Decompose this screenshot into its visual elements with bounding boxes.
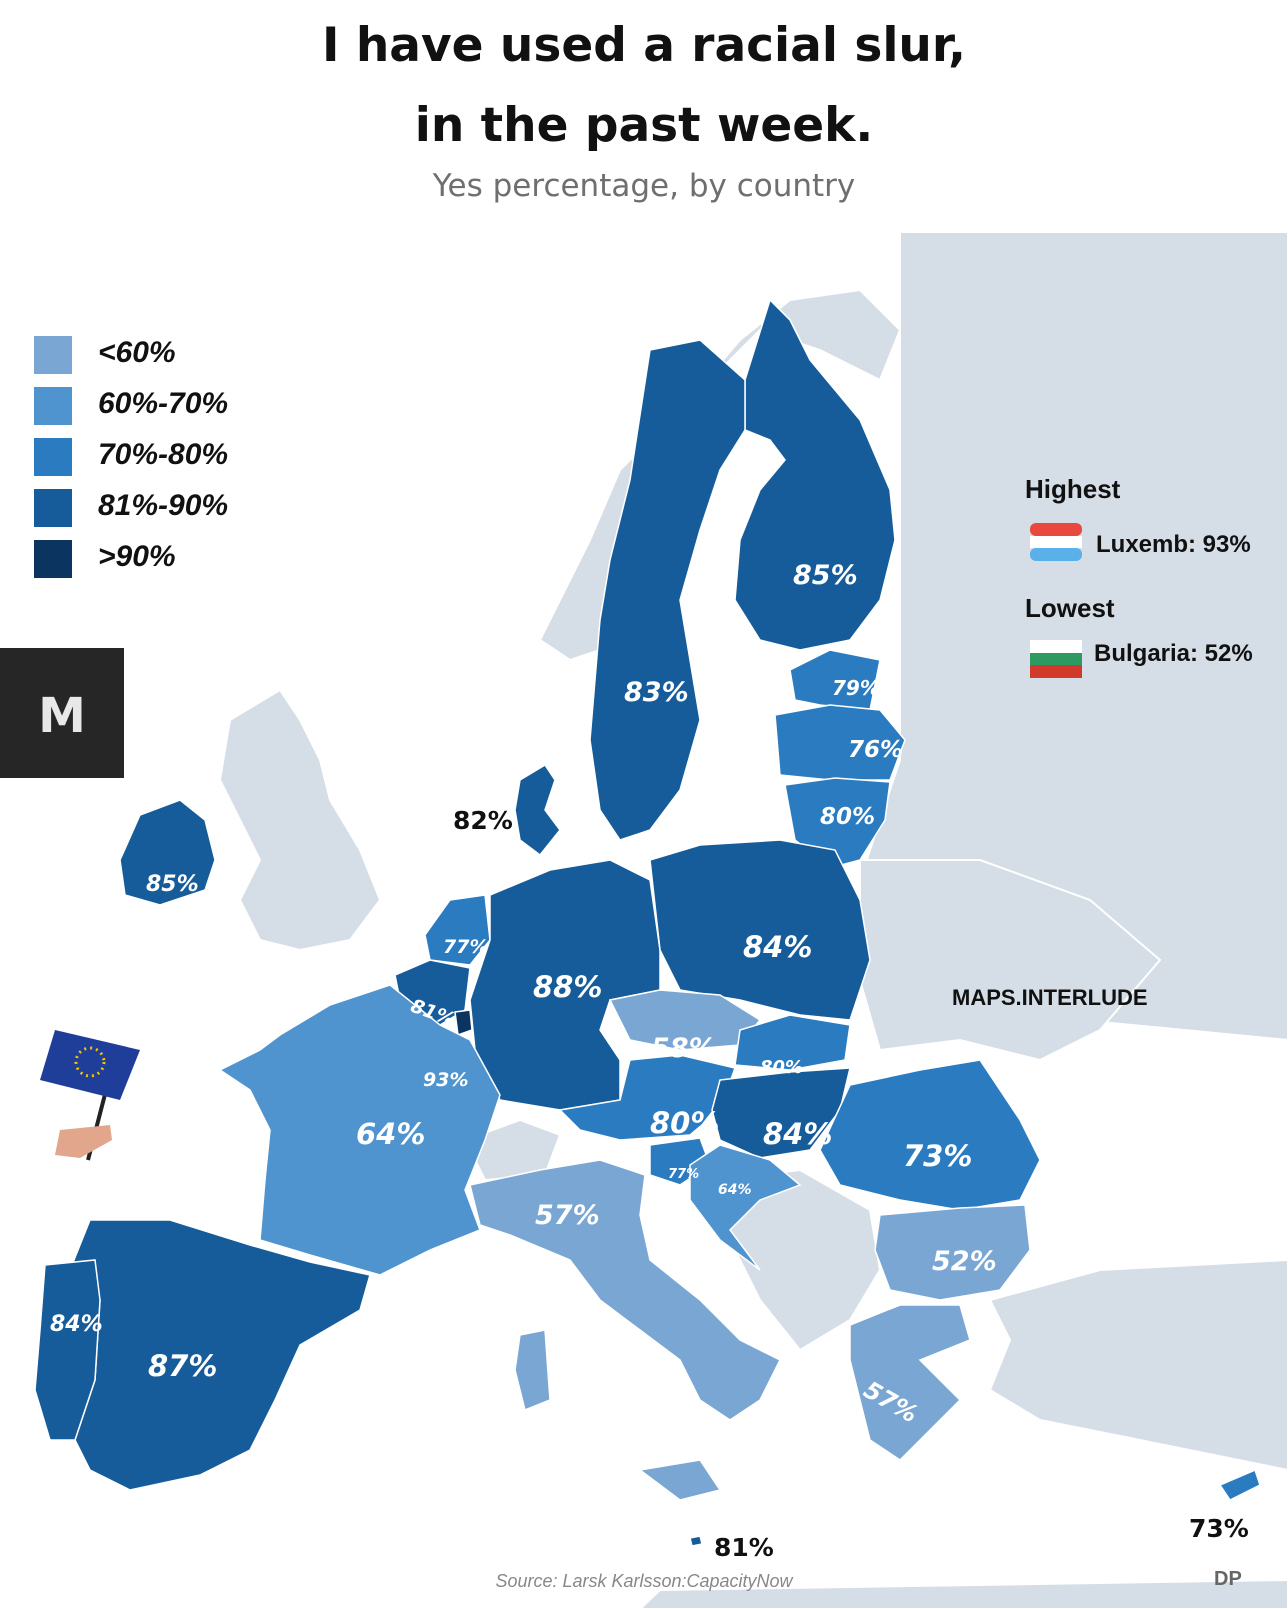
country-poland — [649, 839, 871, 1021]
label-slovakia: 80% — [760, 1057, 804, 1078]
label-estonia: 79% — [832, 676, 880, 700]
legend-swatch — [34, 387, 72, 425]
legend-label: 70%-80% — [98, 438, 229, 471]
bulgaria-flag-icon — [1030, 640, 1082, 678]
land-switzerland — [463, 1118, 562, 1182]
legend-label: >90% — [98, 540, 176, 573]
legend-label: 60%-70% — [98, 387, 229, 420]
country-portugal-mainland — [34, 1259, 101, 1441]
legend-label: 81%-90% — [98, 489, 229, 522]
title-line-1: I have used a racial slur, — [321, 18, 967, 73]
label-denmark: 82% — [453, 806, 513, 835]
label-ireland: 85% — [146, 872, 199, 897]
legend-item: >90% — [34, 540, 294, 580]
highest-value: Luxemb: 93% — [1096, 531, 1251, 558]
label-latvia: 76% — [848, 737, 904, 763]
label-slovenia: 77% — [668, 1167, 700, 1182]
country-cyprus — [1218, 1468, 1261, 1501]
country-finland — [734, 298, 896, 651]
country-spain — [69, 1219, 371, 1491]
country-greece — [849, 1304, 971, 1461]
subtitle: Yes percentage, by country — [432, 168, 856, 204]
country-sweden — [589, 339, 746, 841]
legend-swatch — [34, 438, 72, 476]
country-croatia — [689, 1144, 802, 1271]
credit: MAPS.INTERLUDE — [952, 985, 1148, 1010]
label-spain: 87% — [148, 1349, 218, 1383]
land-balkans-west — [718, 1168, 882, 1352]
country-france — [218, 984, 501, 1276]
land-uk — [218, 688, 382, 952]
label-hungary: 84% — [763, 1117, 833, 1151]
country-slovakia — [734, 1014, 851, 1071]
highest-heading: Highest — [1025, 474, 1121, 504]
country-ireland — [119, 799, 216, 906]
label-bulgaria: 52% — [932, 1246, 997, 1277]
country-bulgaria — [874, 1204, 1031, 1301]
luxembourg-flag-icon — [1030, 523, 1082, 561]
country-latvia — [774, 704, 906, 781]
country-luxembourg — [454, 1009, 473, 1037]
eu-countries — [34, 298, 1261, 1547]
label-netherlands: 77% — [443, 936, 489, 958]
lowest-value: Bulgaria: 52% — [1094, 640, 1253, 667]
legend-item: 81%-90% — [34, 489, 294, 529]
source-note: Source: Larsk Karlsson:CapacityNow — [495, 1571, 793, 1591]
country-denmark — [514, 763, 561, 857]
legend-swatch — [34, 489, 72, 527]
label-france: 64% — [356, 1117, 426, 1151]
label-portugal: 84% — [50, 1312, 103, 1337]
label-poland: 84% — [743, 930, 813, 964]
label-germany: 88% — [533, 970, 603, 1004]
country-sardinia — [514, 1329, 551, 1412]
label-czechia: 58% — [651, 1033, 716, 1064]
lowest-heading: Lowest — [1025, 593, 1115, 623]
land-turkey — [988, 1258, 1288, 1472]
legend-swatch — [34, 540, 72, 578]
country-hungary — [711, 1067, 851, 1159]
country-germany — [469, 859, 661, 1111]
legend-label: <60% — [98, 336, 176, 369]
country-romania — [819, 1059, 1041, 1211]
legend-item: <60% — [34, 336, 294, 376]
label-malta: 81% — [714, 1533, 774, 1562]
legend-item: 70%-80% — [34, 438, 294, 478]
country-malta — [689, 1535, 703, 1547]
non-eu-land — [218, 231, 1288, 1609]
legend-swatch — [34, 336, 72, 374]
corner-mark: DP — [1214, 1568, 1242, 1590]
legend-item: 60%-70% — [34, 387, 294, 427]
label-finland: 85% — [793, 560, 858, 591]
label-luxembourg: 93% — [423, 1069, 469, 1091]
title-line-2: in the past week. — [414, 98, 874, 153]
label-croatia: 64% — [718, 1182, 752, 1198]
land-africa — [638, 1578, 1288, 1609]
eu-flag-icon — [40, 1030, 140, 1161]
label-austria: 80% — [650, 1106, 720, 1140]
label-lithuania: 80% — [820, 804, 876, 830]
side-logo: M — [0, 648, 124, 778]
label-romania: 73% — [903, 1139, 973, 1173]
country-sicily — [638, 1459, 722, 1501]
country-italy — [469, 1159, 782, 1421]
label-cyprus: 73% — [1189, 1514, 1249, 1543]
label-sweden: 83% — [624, 677, 689, 708]
label-italy: 57% — [535, 1200, 600, 1231]
logo-icon: M — [38, 688, 86, 744]
